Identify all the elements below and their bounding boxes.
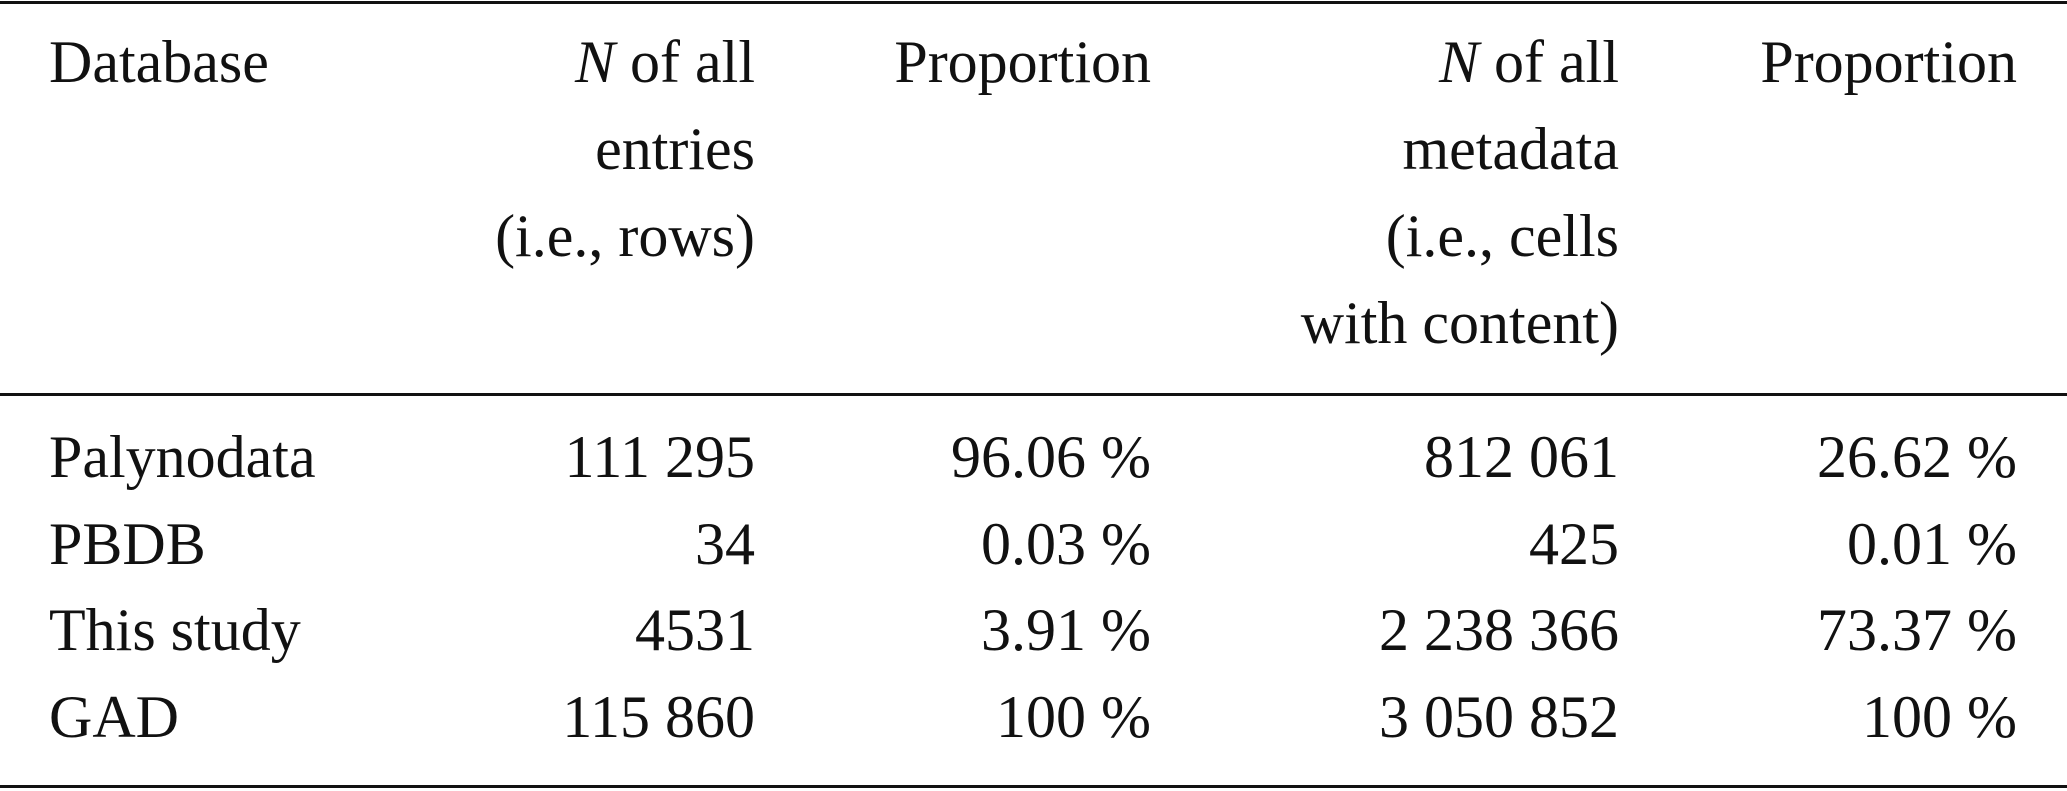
row-label: GAD xyxy=(49,683,179,750)
table-value: 115 860 xyxy=(562,683,755,750)
header-text: Proportion xyxy=(1760,29,2017,95)
header-rule xyxy=(0,393,2067,396)
header-line: Proportion xyxy=(1760,19,2017,106)
table-value: 0.03 % xyxy=(981,510,1151,577)
header-cell: Database xyxy=(49,19,269,106)
header-text: (i.e., rows) xyxy=(495,203,755,269)
header-text: (i.e., cells xyxy=(1385,203,1619,269)
table-value: 3.91 % xyxy=(981,597,1151,663)
table-value: 34 xyxy=(695,510,755,577)
table-value: 100 % xyxy=(996,683,1151,750)
table-value: 26.62 % xyxy=(1817,424,2017,490)
table-value: 2 238 366 xyxy=(1379,597,1619,663)
table-value: 4531 xyxy=(635,597,755,663)
header-text: of all xyxy=(630,29,755,95)
table-value: 425 xyxy=(1529,510,1619,577)
header-line: entries xyxy=(495,106,755,193)
header-line: Proportion xyxy=(894,19,1151,106)
header-symbol: N xyxy=(1439,29,1480,95)
header-text: Database xyxy=(49,29,269,95)
header-cell: Proportion xyxy=(1760,19,2017,106)
header-text: metadata xyxy=(1402,116,1619,182)
table-value: 0.01 % xyxy=(1847,510,2017,577)
table-value: 96.06 % xyxy=(951,424,1151,490)
table-value: 111 295 xyxy=(564,424,755,490)
row-label: Palynodata xyxy=(49,424,316,490)
table-value: 100 % xyxy=(1862,683,2017,750)
row-label: This study xyxy=(49,597,301,663)
row-label: PBDB xyxy=(49,510,206,577)
header-symbol: N xyxy=(575,29,616,95)
table-value: 812 061 xyxy=(1424,424,1619,490)
header-text: Proportion xyxy=(894,29,1151,95)
header-line: with content) xyxy=(1301,280,1619,367)
header-line: (i.e., rows) xyxy=(495,193,755,280)
top-rule xyxy=(0,1,2067,4)
header-line: (i.e., cells xyxy=(1301,193,1619,280)
header-cell: Proportion xyxy=(894,19,1151,106)
table-value: 73.37 % xyxy=(1817,597,2017,663)
header-text: entries xyxy=(595,116,755,182)
bottom-rule xyxy=(0,785,2067,788)
header-text: with content) xyxy=(1300,290,1619,356)
header-line: Database xyxy=(49,19,269,106)
header-text: of all xyxy=(1494,29,1619,95)
header-line: metadata xyxy=(1301,106,1619,193)
table-value: 3 050 852 xyxy=(1379,683,1619,750)
